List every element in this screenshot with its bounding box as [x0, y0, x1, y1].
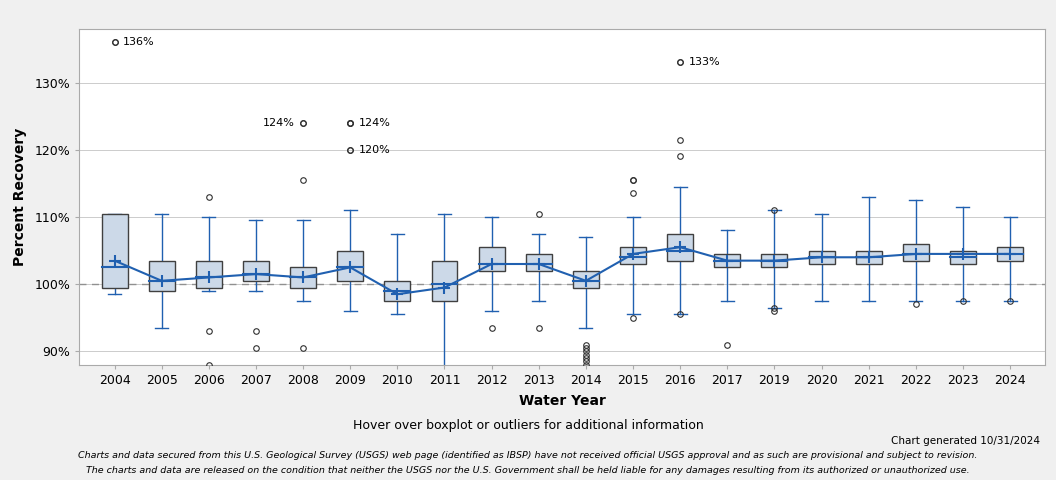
Text: Charts and data secured from this U.S. Geological Survey (USGS) web page (identi: Charts and data secured from this U.S. G… — [78, 451, 978, 460]
Bar — [714, 254, 740, 267]
Text: The charts and data are released on the condition that neither the USGS nor the : The charts and data are released on the … — [87, 466, 969, 475]
Bar — [478, 247, 505, 271]
Bar — [243, 261, 269, 281]
Text: 136%: 136% — [124, 37, 154, 47]
Bar — [855, 251, 882, 264]
Bar — [337, 251, 363, 281]
Bar — [101, 214, 128, 288]
Bar — [997, 247, 1023, 261]
Bar — [950, 251, 976, 264]
Bar — [432, 261, 457, 301]
Bar — [573, 271, 599, 288]
Text: Chart generated 10/31/2024: Chart generated 10/31/2024 — [891, 436, 1040, 446]
Bar — [809, 251, 834, 264]
Bar — [903, 244, 929, 261]
Text: 124%: 124% — [263, 118, 295, 128]
Bar — [761, 254, 788, 267]
Text: 120%: 120% — [359, 145, 391, 155]
Text: Hover over boxplot or outliers for additional information: Hover over boxplot or outliers for addit… — [353, 419, 703, 432]
Bar — [195, 261, 222, 288]
Text: 133%: 133% — [689, 58, 720, 67]
Bar — [384, 281, 411, 301]
Y-axis label: Percent Recovery: Percent Recovery — [14, 128, 27, 266]
Bar — [526, 254, 551, 271]
Bar — [620, 247, 646, 264]
X-axis label: Water Year: Water Year — [518, 394, 606, 408]
Text: 124%: 124% — [359, 118, 391, 128]
Bar — [667, 234, 693, 261]
Bar — [290, 267, 316, 288]
Bar — [149, 261, 174, 291]
